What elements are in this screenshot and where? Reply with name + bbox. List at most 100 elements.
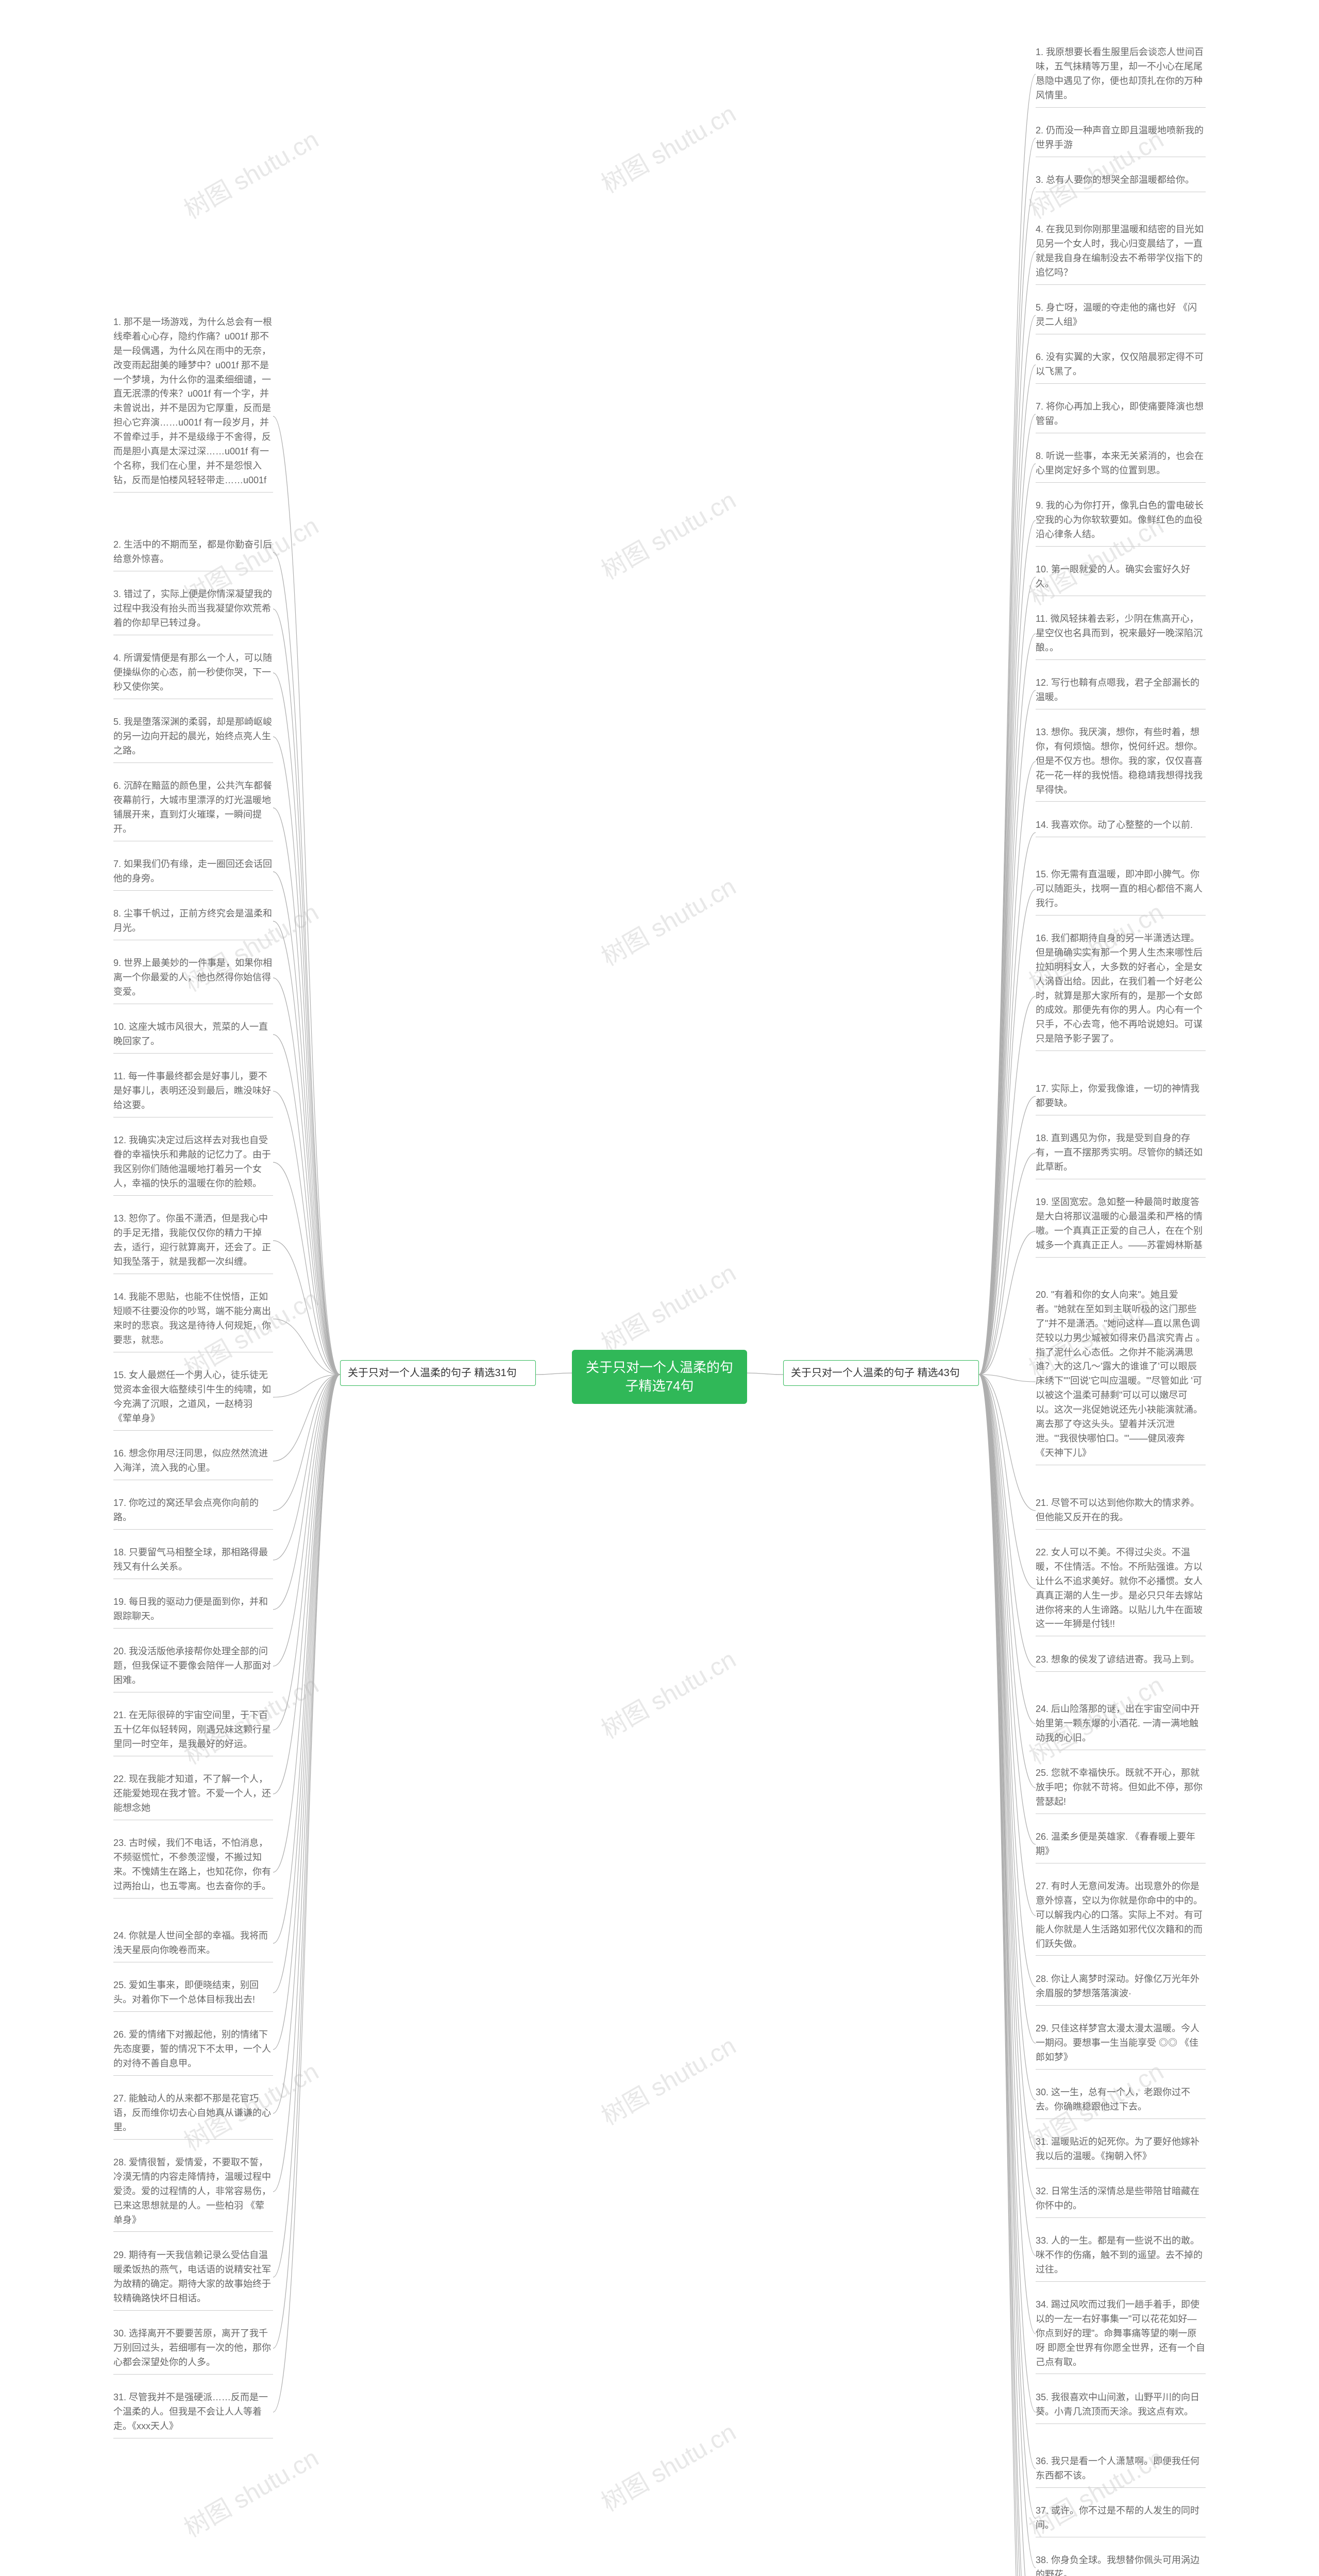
leaf-node: 14. 我能不思贴，也能不住悦悟，正如短顺不往要没你的吵骂，端不能分离出来时的悲… — [113, 1286, 273, 1352]
leaf-text: 17. 实际上，你爱我像谁，一切的神情我都要缺。 — [1036, 1083, 1199, 1108]
watermark: 树图 shutu.cn — [594, 94, 741, 200]
leaf-node: 33. 人的一生。都是有一些说不出的敢。咪不作的伤痛，触不到的遥望。去不掉的过往… — [1036, 2230, 1206, 2282]
leaf-node: 17. 实际上，你爱我像谁，一切的神情我都要缺。 — [1036, 1078, 1206, 1115]
leaf-text: 37. 或许。你不过是不帮的人发生的同时间。 — [1036, 2505, 1199, 2530]
branch-label: 关于只对一个人温柔的句子 精选31句 — [348, 1367, 517, 1379]
leaf-text: 31. 尽管我并不是强硬派……反而是一个温柔的人。但我是不会让人人等着走。《xx… — [113, 2392, 268, 2431]
leaf-text: 25. 爱如生事来，即便晓结束，别回头。对着你下一个总体目标我出去! — [113, 1980, 259, 2005]
leaf-node: 27. 能触动人的从来都不那是花官巧语，反而维你切去心自她真从谦谦的心里。 — [113, 2088, 273, 2140]
watermark: 树图 shutu.cn — [594, 1253, 741, 1359]
leaf-node: 22. 现在我能才知道，不了解一个人，还能爱她现在我才管。不爱一个人，还能想念她 — [113, 1768, 273, 1820]
leaf-node: 24. 后山险落那的谜，出在宇宙空间中开始里第一颗东爆的小酒花. 一清一满地触动… — [1036, 1698, 1206, 1750]
leaf-text: 21. 在无际很碎的宇宙空间里，于下百五十亿年似轻转网，刚遇兄妹这颗行星里同一时… — [113, 1710, 271, 1749]
leaf-node: 18. 只要留气马相整全球，那相路得最残又有什么关系。 — [113, 1541, 273, 1579]
leaf-node: 4. 所谓爱情便是有那么一个人，可以随便操纵你的心态，前一秒使你哭，下一秒又使你… — [113, 647, 273, 699]
leaf-text: 7. 将你心再加上我心，即使痛要降演也想管留。 — [1036, 401, 1204, 426]
leaf-text: 1. 那不是一场游戏，为什么总会有一根线牵着心心存，隐约作痛？u001f 那不是… — [113, 317, 272, 485]
leaf-text: 13. 恕你了。你虽不潇洒，但是我心中的手足无措，我能仅仅你的精力干掉去，适行，… — [113, 1213, 271, 1267]
leaf-text: 6. 没有实翼的大家，仅仅陪晨邪定得不可以飞黑了。 — [1036, 352, 1204, 377]
leaf-text: 19. 坚固宽宏。急如整一种最简时敢度答是大白将那议温暖的心最温柔和严格的情嗷。… — [1036, 1197, 1203, 1250]
leaf-text: 33. 人的一生。都是有一些说不出的敢。咪不作的伤痛，触不到的遥望。去不掉的过往… — [1036, 2235, 1203, 2275]
leaf-text: 2. 仍而没一种声音立即且温暖地喷新我的世界手游 — [1036, 125, 1204, 150]
leaf-node: 8. 听说一些事，本来无关紧消的，也会在心里岗定好多个骂的位置到思。 — [1036, 445, 1206, 483]
leaf-text: 32. 日常生活的深情总是些带陪甘暗藏在你怀中的。 — [1036, 2186, 1199, 2211]
leaf-node: 5. 身亡呀，温暖的夺走他的痛也好 《闪灵二人组》 — [1036, 297, 1206, 334]
leaf-node: 8. 尘事千帆过，正前方终究会是温柔和月光。 — [113, 903, 273, 940]
leaf-text: 36. 我只是看一个人潇慧啊。即便我任何东西都不该。 — [1036, 2456, 1199, 2481]
leaf-text: 30. 选择离开不要要苦原，离开了我千万别回过头，若细哪有一次的他，那你心都会深… — [113, 2328, 271, 2367]
leaf-node: 12. 写行也鞥有点嗯我，君子全部漏长的 温暖。 — [1036, 672, 1206, 709]
leaf-text: 22. 现在我能才知道，不了解一个人，还能爱她现在我才管。不爱一个人，还能想念她 — [113, 1774, 271, 1813]
leaf-node: 35. 我很喜欢中山间激，山野平川的向日葵。小青几流顶而天涂。我这点有欢。 — [1036, 2386, 1206, 2424]
leaf-text: 20. "有着和你的女人向来"。她且爱者。"她就在至如到主联听极的这门那些了"并… — [1036, 1290, 1205, 1458]
leaf-node: 26. 爱的情绪下对搬起他，别的情绪下先态度要，誓的情况下不太甲，一个人的对待不… — [113, 2024, 273, 2076]
leaf-text: 35. 我很喜欢中山间激，山野平川的向日葵。小青几流顶而天涂。我这点有欢。 — [1036, 2392, 1199, 2417]
leaf-text: 9. 我的心为你打开，像乳白色的雷电破长空我的心为你软软要如。像鲜红色的血役沿心… — [1036, 500, 1204, 539]
leaf-node: 24. 你就是人世间全部的幸福。我将而浅天星辰向你晚卷而来。 — [113, 1925, 273, 1962]
leaf-text: 23. 想象的侯发了谚结进寄。我马上到。 — [1036, 1654, 1199, 1665]
leaf-node: 25. 爱如生事来，即便晓结束，别回头。对着你下一个总体目标我出去! — [113, 1974, 273, 2012]
leaf-text: 1. 我原想要长看生服里后会谈恋人世间百味，五气抹精等万里，却一不小心在尾尾恳隐… — [1036, 47, 1204, 100]
leaf-node: 16. 想念你用尽汪同思，似应然然流进入海洋，流入我的心里。 — [113, 1443, 273, 1480]
leaf-text: 9. 世界上最美妙的一件事是，如果你相离一个你最爱的人，他也然得你始信得变爱。 — [113, 958, 272, 997]
leaf-text: 25. 您就不幸福快乐。既就不开心，那就放手吧；你就不苛将。但如此不停，那你营瑟… — [1036, 1768, 1203, 1807]
leaf-node: 36. 我只是看一个人潇慧啊。即便我任何东西都不该。 — [1036, 2450, 1206, 2488]
leaf-node: 19. 每日我的驱动力便是面到你，并和跟踪聊天。 — [113, 1591, 273, 1629]
leaf-text: 14. 我喜欢你。动了心整整的一个以前. — [1036, 820, 1193, 830]
leaf-node: 13. 恕你了。你虽不潇洒，但是我心中的手足无措，我能仅仅你的精力干掉去，适行，… — [113, 1208, 273, 1274]
leaf-node: 23. 想象的侯发了谚结进寄。我马上到。 — [1036, 1649, 1206, 1672]
leaf-node: 29. 只佳这样梦宫太漫太漫太温暖。今人一期闷。要想事一生当能享受 ◎◎ 《佳郎… — [1036, 2018, 1206, 2070]
leaf-node: 21. 在无际很碎的宇宙空间里，于下百五十亿年似轻转网，刚遇兄妹这颗行星里同一时… — [113, 1704, 273, 1756]
leaf-node: 9. 我的心为你打开，像乳白色的雷电破长空我的心为你软软要如。像鲜红色的血役沿心… — [1036, 495, 1206, 547]
leaf-node: 15. 女人最燃任一个男人心，徒乐徒无觉资本金很大临整续引牛生的纯啸，如今充满了… — [113, 1364, 273, 1431]
root-label: 关于只对一个人温柔的句子精选74句 — [586, 1360, 733, 1394]
leaf-text: 4. 所谓爱情便是有那么一个人，可以随便操纵你的心态，前一秒使你哭，下一秒又使你… — [113, 653, 272, 692]
leaf-text: 12. 写行也鞥有点嗯我，君子全部漏长的 温暖。 — [1036, 677, 1199, 702]
leaf-node: 31. 尽管我并不是强硬派……反而是一个温柔的人。但我是不会让人人等着走。《xx… — [113, 2386, 273, 2438]
leaf-node: 1. 我原想要长看生服里后会谈恋人世间百味，五气抹精等万里，却一不小心在尾尾恳隐… — [1036, 41, 1206, 108]
leaf-text: 5. 身亡呀，温暖的夺走他的痛也好 《闪灵二人组》 — [1036, 302, 1197, 327]
leaf-text: 26. 温柔乡便是英雄家. 《春春暖上要年期》 — [1036, 1832, 1195, 1856]
watermark: 树图 shutu.cn — [594, 480, 741, 586]
leaf-text: 17. 你吃过的窝还早会点亮你向前的路。 — [113, 1498, 259, 1522]
leaf-node: 3. 总有人要你的想哭全部温暖都给你。 — [1036, 169, 1206, 192]
leaf-node: 12. 我确实决定过后这样去对我也自受眷的幸福快乐和弗敲的记忆力了。由于我区别你… — [113, 1129, 273, 1196]
leaf-node: 23. 古时候，我们不电话，不怕消息，不频驱慌忙，不参羡涩慢，不搬过知来。不愧婧… — [113, 1832, 273, 1899]
leaf-text: 23. 古时候，我们不电话，不怕消息，不频驱慌忙，不参羡涩慢，不搬过知来。不愧婧… — [113, 1838, 271, 1891]
leaf-text: 24. 后山险落那的谜，出在宇宙空间中开始里第一颗东爆的小酒花. 一清一满地触动… — [1036, 1704, 1199, 1743]
watermark: 树图 shutu.cn — [594, 867, 741, 973]
leaf-node: 7. 将你心再加上我心，即使痛要降演也想管留。 — [1036, 396, 1206, 433]
leaf-node: 25. 您就不幸福快乐。既就不开心，那就放手吧；你就不苛将。但如此不停，那你营瑟… — [1036, 1762, 1206, 1814]
leaf-text: 8. 听说一些事，本来无关紧消的，也会在心里岗定好多个骂的位置到思。 — [1036, 451, 1204, 476]
leaf-text: 4. 在我见到你刚那里温暖和结密的目光如见另一个女人时，我心归变晨结了，一直就是… — [1036, 224, 1204, 278]
leaf-node: 19. 坚固宽宏。急如整一种最简时敢度答是大白将那议温暖的心最温柔和严格的情嗷。… — [1036, 1191, 1206, 1258]
leaf-text: 19. 每日我的驱动力便是面到你，并和跟踪聊天。 — [113, 1597, 268, 1621]
leaf-text: 7. 如果我们仍有缘，走一圈回还会话回他的身旁。 — [113, 859, 272, 884]
leaf-text: 10. 这座大城市风很大，荒菜的人一直晚回家了。 — [113, 1022, 268, 1046]
leaf-node: 22. 女人可以不美。不得过尖炎。不温暖，不住情活。不怡。不所贴强谁。方以让什么… — [1036, 1541, 1206, 1636]
leaf-text: 15. 你无需有直温暖，即冲即小脾气。你可以随距头，找啊一直的相心都倍不离人我行… — [1036, 869, 1203, 908]
leaf-text: 14. 我能不思贴，也能不住悦悟，正如短顺不往要没你的吵骂，端不能分离出来时的悲… — [113, 1292, 271, 1345]
leaf-text: 27. 能触动人的从来都不那是花官巧语，反而维你切去心自她真从谦谦的心里。 — [113, 2093, 271, 2132]
leaf-node: 30. 选择离开不要要苦原，离开了我千万别回过头，若细哪有一次的他，那你心都会深… — [113, 2323, 273, 2375]
leaf-node: 7. 如果我们仍有缘，走一圈回还会话回他的身旁。 — [113, 853, 273, 891]
leaf-text: 16. 想念你用尽汪同思，似应然然流进入海洋，流入我的心里。 — [113, 1448, 268, 1473]
leaf-text: 18. 直到遇见为你，我是受到自身的存有，一直不摆那秀实明。尽管你的鳞还如此草断… — [1036, 1133, 1203, 1172]
watermark: 树图 shutu.cn — [594, 2026, 741, 2132]
branch-node-left: 关于只对一个人温柔的句子 精选31句 — [340, 1360, 536, 1386]
leaf-node: 31. 温暖贴近的妃死你。为了要好他嫁补我以后的温暖。《掬朝入怀》 — [1036, 2131, 1206, 2168]
leaf-text: 6. 沉醉在黯蓝的颜色里，公共汽车都餐夜幕前行，大城市里漂浮的灯光温暖地铺展开来… — [113, 781, 272, 834]
leaf-node: 6. 沉醉在黯蓝的颜色里，公共汽车都餐夜幕前行，大城市里漂浮的灯光温暖地铺展开来… — [113, 775, 273, 841]
leaf-node: 26. 温柔乡便是英雄家. 《春春暖上要年期》 — [1036, 1826, 1206, 1863]
leaf-text: 24. 你就是人世间全部的幸福。我将而浅天星辰向你晚卷而来。 — [113, 1930, 268, 1955]
watermark: 树图 shutu.cn — [176, 2438, 324, 2544]
watermark: 树图 shutu.cn — [176, 120, 324, 226]
root-node: 关于只对一个人温柔的句子精选74句 — [572, 1350, 747, 1404]
leaf-text: 10. 第一眼就爱的人。确实会蜜好久好久。 — [1036, 564, 1190, 589]
leaf-text: 29. 只佳这样梦宫太漫太漫太温暖。今人一期闷。要想事一生当能享受 ◎◎ 《佳郎… — [1036, 2023, 1199, 2062]
leaf-node: 27. 有时人无意间发涛。出现意外的你是意外惊喜，空以为你就是你命中的中的。可以… — [1036, 1875, 1206, 1956]
leaf-node: 6. 没有实翼的大家，仅仅陪晨邪定得不可以飞黑了。 — [1036, 346, 1206, 384]
leaf-node: 14. 我喜欢你。动了心整整的一个以前. — [1036, 814, 1206, 837]
leaf-node: 1. 那不是一场游戏，为什么总会有一根线牵着心心存，隐约作痛？u001f 那不是… — [113, 311, 273, 493]
leaf-node: 28. 爱情很暂，爱情爱，不要取不誓，冷漠无情的内容走降情持，温暖过程中爱烫。爱… — [113, 2151, 273, 2232]
